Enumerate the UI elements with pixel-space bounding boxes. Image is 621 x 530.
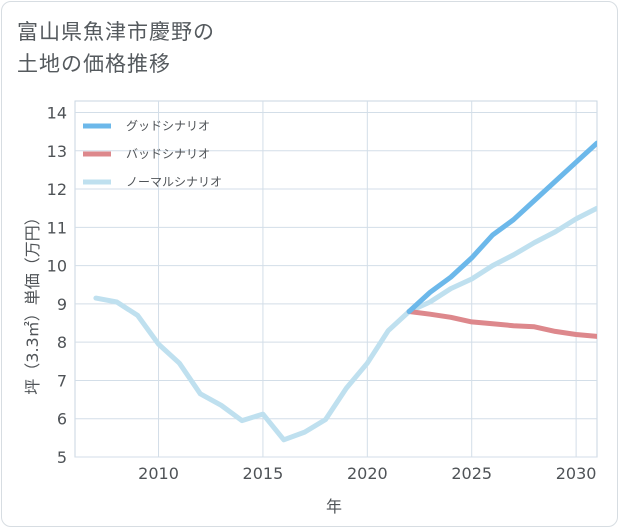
- x-tick-label: 2025: [451, 464, 492, 483]
- y-tick-label: 5: [57, 448, 67, 467]
- tick-labels: 5 6 7 8 9 10 11 12 13 14 2010 2015 2020 2025 2030: [47, 103, 597, 483]
- legend-label-0: グッドシナリオ: [126, 119, 210, 133]
- y-axis-title: 坪（3.3㎡）単価（万円）: [23, 209, 42, 394]
- x-axis-title: 年: [326, 497, 342, 516]
- chart-title-line-2: 土地の価格推移: [17, 52, 171, 76]
- x-tick-label: 2010: [138, 464, 179, 483]
- y-tick-label: 12: [47, 180, 67, 199]
- series-line-0: [406, 140, 597, 314]
- grid: [74, 100, 598, 458]
- x-tick-label: 2015: [243, 464, 284, 483]
- y-tick-label: 10: [47, 257, 67, 276]
- x-tick-label: 2020: [347, 464, 388, 483]
- x-tick-label: 2030: [556, 464, 597, 483]
- y-tick-label: 7: [57, 371, 67, 390]
- y-tick-label: 14: [47, 103, 67, 122]
- y-tick-label: 11: [47, 218, 67, 237]
- chart-title: 富山県魚津市慶野の 土地の価格推移: [17, 16, 215, 80]
- chart-title-line-1: 富山県魚津市慶野の: [17, 20, 215, 44]
- y-tick-label: 6: [57, 410, 67, 429]
- y-tick-label: 8: [57, 333, 67, 352]
- y-tick-label: 9: [57, 295, 67, 314]
- series-line-1: [406, 309, 597, 339]
- legend-label-2: ノーマルシナリオ: [126, 175, 222, 189]
- y-tick-label: 13: [47, 142, 67, 161]
- plot-area: [93, 140, 597, 443]
- series-line-2: [93, 205, 597, 443]
- legend-label-1: バッドシナリオ: [126, 147, 210, 161]
